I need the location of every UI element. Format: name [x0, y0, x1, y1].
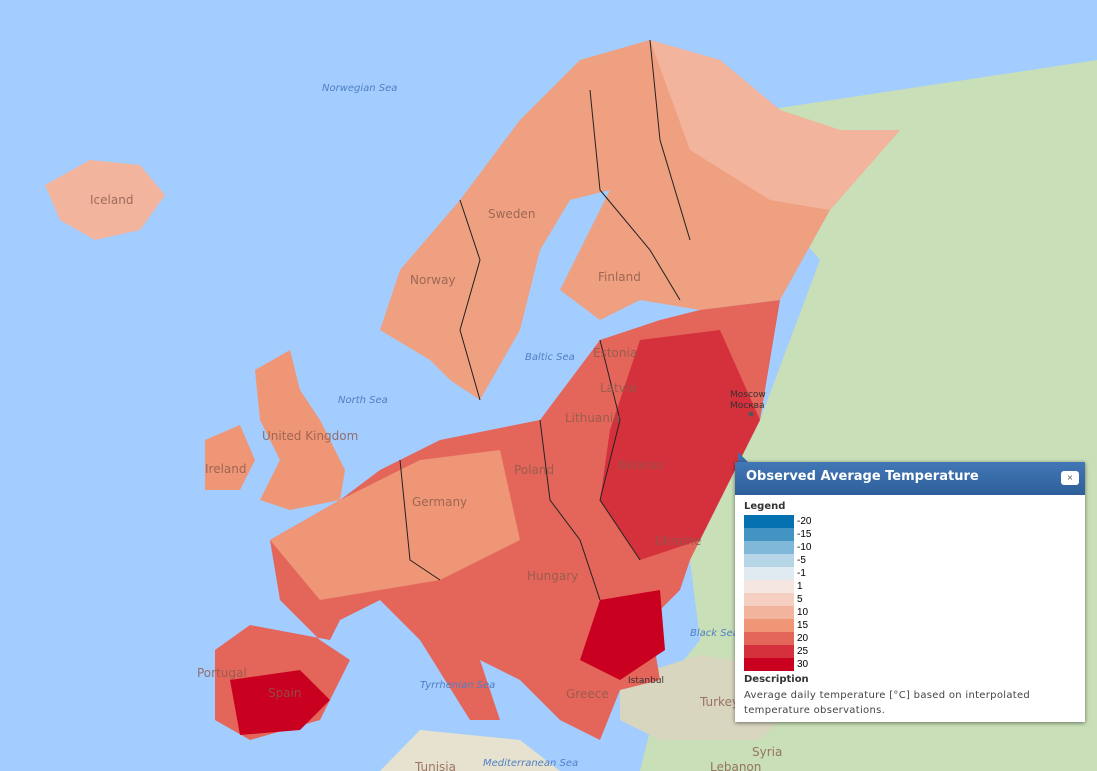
- country-label: Hungary: [527, 569, 578, 583]
- legend-label: -15: [797, 529, 812, 540]
- country-label: Poland: [514, 463, 554, 477]
- country-label: Latvia: [600, 381, 637, 395]
- popup-header: Observed Average Temperature ×: [735, 462, 1085, 495]
- country-label: Spain: [268, 686, 302, 700]
- city-marker: [748, 411, 754, 417]
- legend-item: 1: [744, 580, 1076, 593]
- country-label: Ireland: [205, 462, 247, 476]
- legend-label: -20: [797, 516, 812, 527]
- legend-label: -10: [797, 542, 812, 553]
- legend-swatch: [744, 645, 794, 658]
- legend-swatch: [744, 528, 794, 541]
- legend-swatch: [744, 567, 794, 580]
- region-west: [270, 450, 520, 600]
- land-north-africa: [380, 730, 560, 771]
- legend-item: 25: [744, 645, 1076, 658]
- legend-label: 5: [797, 594, 803, 605]
- legend-swatch: [744, 632, 794, 645]
- legend-item: 5: [744, 593, 1076, 606]
- country-label: Ukraine: [655, 534, 701, 548]
- country-label: Finland: [598, 270, 641, 284]
- country-label: Germany: [412, 495, 467, 509]
- legend-item: 15: [744, 619, 1076, 632]
- legend-item: -15: [744, 528, 1076, 541]
- country-label: Belarus: [618, 458, 663, 472]
- layer-info-popup: Observed Average Temperature × Legend -2…: [735, 462, 1085, 722]
- region-uk: [255, 350, 345, 510]
- legend-label: -1: [797, 568, 806, 579]
- country-label: Greece: [566, 687, 609, 701]
- country-borders: [399, 39, 691, 601]
- country-label: Tunisia: [414, 760, 456, 771]
- region-finland-north: [650, 40, 900, 210]
- legend-label: 1: [797, 581, 803, 592]
- country-label: Turkey: [699, 695, 739, 709]
- description-heading: Description: [744, 674, 809, 685]
- sea-label: North Sea: [338, 395, 388, 406]
- legend-swatch: [744, 606, 794, 619]
- country-label: Lebanon: [710, 760, 761, 771]
- region-east-hot: [600, 330, 760, 560]
- legend-heading: Legend: [744, 501, 786, 512]
- legend-item: 10: [744, 606, 1076, 619]
- city-label: Москва: [730, 401, 764, 411]
- legend-item: 20: [744, 632, 1076, 645]
- legend-label: 10: [797, 607, 809, 618]
- legend-swatch: [744, 515, 794, 528]
- sea-label: Norwegian Sea: [322, 83, 397, 94]
- legend-label: 30: [797, 659, 809, 670]
- city-label: Moscow: [730, 390, 766, 400]
- legend-label: 15: [797, 620, 809, 631]
- country-label: United Kingdom: [262, 429, 358, 443]
- legend-label: 25: [797, 646, 809, 657]
- sea-label: Baltic Sea: [525, 352, 575, 363]
- legend-item: 30: [744, 658, 1076, 671]
- legend-item: -20: [744, 515, 1076, 528]
- description-text: Average daily temperature [°C] based on …: [744, 690, 1031, 716]
- region-spain-hot: [230, 670, 330, 735]
- country-label: Sweden: [488, 207, 535, 221]
- sea-label: Black Sea: [690, 628, 739, 639]
- region-iceland: [45, 160, 165, 240]
- popup-title: Observed Average Temperature: [746, 469, 979, 484]
- country-label: Estonia: [593, 346, 637, 360]
- legend: -20 -15 -10 -5 -1 1 5 10 15 20 25 30: [744, 515, 1076, 671]
- popup-pointer: [738, 452, 748, 462]
- country-label: Norway: [410, 273, 456, 287]
- country-label: Syria: [752, 745, 782, 759]
- sea-label: Tyrrhenian Sea: [420, 680, 495, 691]
- legend-swatch: [744, 658, 794, 671]
- legend-label: -5: [797, 555, 806, 566]
- legend-swatch: [744, 580, 794, 593]
- legend-swatch: [744, 541, 794, 554]
- country-label: Iceland: [90, 193, 133, 207]
- close-button[interactable]: ×: [1061, 471, 1079, 485]
- country-label: Lithuania: [565, 411, 621, 425]
- country-label: Portugal: [197, 666, 247, 680]
- legend-item: -1: [744, 567, 1076, 580]
- legend-swatch: [744, 619, 794, 632]
- legend-item: -10: [744, 541, 1076, 554]
- sea-label: Mediterranean Sea: [483, 758, 578, 769]
- region-balkans-hot: [580, 590, 665, 680]
- legend-swatch: [744, 593, 794, 606]
- region-ireland: [205, 425, 255, 490]
- legend-item: -5: [744, 554, 1076, 567]
- city-label: Istanbul: [628, 676, 664, 686]
- legend-label: 20: [797, 633, 809, 644]
- legend-swatch: [744, 554, 794, 567]
